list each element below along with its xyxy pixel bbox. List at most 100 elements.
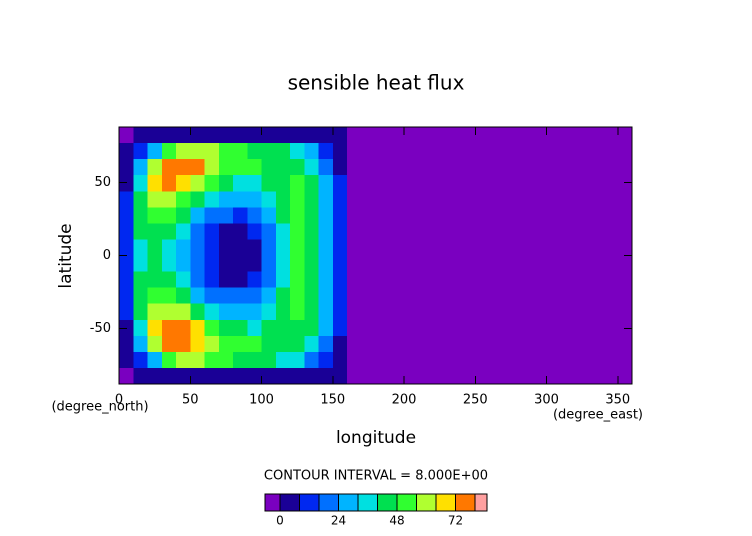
field-cell xyxy=(332,303,348,321)
field-cell xyxy=(290,159,305,176)
field-cell xyxy=(332,255,348,273)
field-cell xyxy=(304,143,319,160)
field-cell xyxy=(347,191,362,208)
field-cell xyxy=(176,175,191,192)
field-cell xyxy=(119,127,134,144)
field-cell xyxy=(261,271,277,289)
field-cell xyxy=(361,271,376,289)
field-cell xyxy=(161,287,177,305)
field-cell xyxy=(290,143,305,160)
field-cell xyxy=(275,159,291,176)
field-cell xyxy=(318,223,334,240)
chart-title: sensible heat flux xyxy=(288,71,465,95)
field-cell xyxy=(133,239,148,256)
field-cell xyxy=(290,367,305,385)
field-cell xyxy=(133,351,148,369)
field-cell xyxy=(247,191,262,208)
field-cell xyxy=(119,335,134,353)
field-cell xyxy=(247,335,262,353)
x-tick-label: 350 xyxy=(605,393,630,408)
field-cell xyxy=(275,287,291,305)
colorbar-over xyxy=(474,493,488,512)
field-cell xyxy=(161,303,177,321)
field-cell xyxy=(133,335,148,353)
y-tick-label: 0 xyxy=(103,248,111,263)
field-cell xyxy=(304,191,319,208)
field-cell xyxy=(332,271,348,289)
field-cell xyxy=(332,367,348,385)
field-cell xyxy=(361,255,376,273)
field-cell xyxy=(176,223,191,240)
colorbar-box xyxy=(338,493,359,512)
field-cell xyxy=(233,239,248,256)
field-cell xyxy=(190,143,205,160)
field-cell xyxy=(304,175,319,192)
field-cell xyxy=(304,303,319,321)
field-cell xyxy=(218,303,234,321)
field-cell xyxy=(133,271,148,289)
field-cell xyxy=(147,287,163,305)
field-cell xyxy=(233,159,248,176)
field-cell xyxy=(161,255,177,273)
field-cell xyxy=(304,255,319,273)
field-cell xyxy=(119,175,134,192)
field-cell xyxy=(347,367,362,385)
field-cell xyxy=(261,335,277,353)
field-cell xyxy=(233,223,248,240)
field-cell xyxy=(318,207,334,224)
colorbar-box xyxy=(299,493,320,512)
field-cell xyxy=(304,207,319,224)
colorbar-tick-label: 24 xyxy=(331,514,346,528)
field-cell xyxy=(247,255,262,273)
field-cell xyxy=(275,319,291,337)
field-cell xyxy=(190,367,205,385)
field-cell xyxy=(133,287,148,305)
field-cell xyxy=(204,287,220,305)
field-cell xyxy=(204,191,220,208)
field-cell xyxy=(275,271,291,289)
field-cell xyxy=(318,239,334,256)
field-cell xyxy=(304,239,319,256)
field-cell xyxy=(247,207,262,224)
field-cell xyxy=(247,223,262,240)
field-cell xyxy=(190,127,205,144)
field-cell xyxy=(233,127,248,144)
field-cell xyxy=(204,239,220,256)
field-cell xyxy=(218,175,234,192)
x-tick-label: 200 xyxy=(392,393,417,408)
field-cell xyxy=(204,303,220,321)
field-cell xyxy=(247,319,262,337)
field-cell xyxy=(133,255,148,273)
field-cell xyxy=(133,175,148,192)
field-cell xyxy=(347,159,362,176)
field-cell xyxy=(347,223,362,240)
field-cell xyxy=(318,367,334,385)
field-cell xyxy=(133,127,148,144)
field-cell xyxy=(261,367,277,385)
field-cell xyxy=(147,303,163,321)
field-cell xyxy=(204,351,220,369)
contour-interval-note: CONTOUR INTERVAL = 8.000E+00 xyxy=(264,469,488,484)
field-cell xyxy=(218,239,234,256)
field-cell xyxy=(247,351,262,369)
field-cell xyxy=(290,207,305,224)
field-cell xyxy=(176,239,191,256)
field-cell xyxy=(347,271,362,289)
field-cell xyxy=(218,191,234,208)
field-cell xyxy=(361,287,376,305)
field-cell xyxy=(190,351,205,369)
field-cell xyxy=(233,287,248,305)
field-cell xyxy=(161,159,177,176)
field-cell xyxy=(347,143,362,160)
field-cell xyxy=(147,143,163,160)
field-cell xyxy=(204,223,220,240)
field-cell xyxy=(347,303,362,321)
field-cell xyxy=(147,127,163,144)
field-cell xyxy=(147,239,163,256)
field-cell xyxy=(204,207,220,224)
field-cell xyxy=(233,255,248,273)
field-cell xyxy=(176,367,191,385)
field-cell xyxy=(161,367,177,385)
field-cell xyxy=(304,271,319,289)
